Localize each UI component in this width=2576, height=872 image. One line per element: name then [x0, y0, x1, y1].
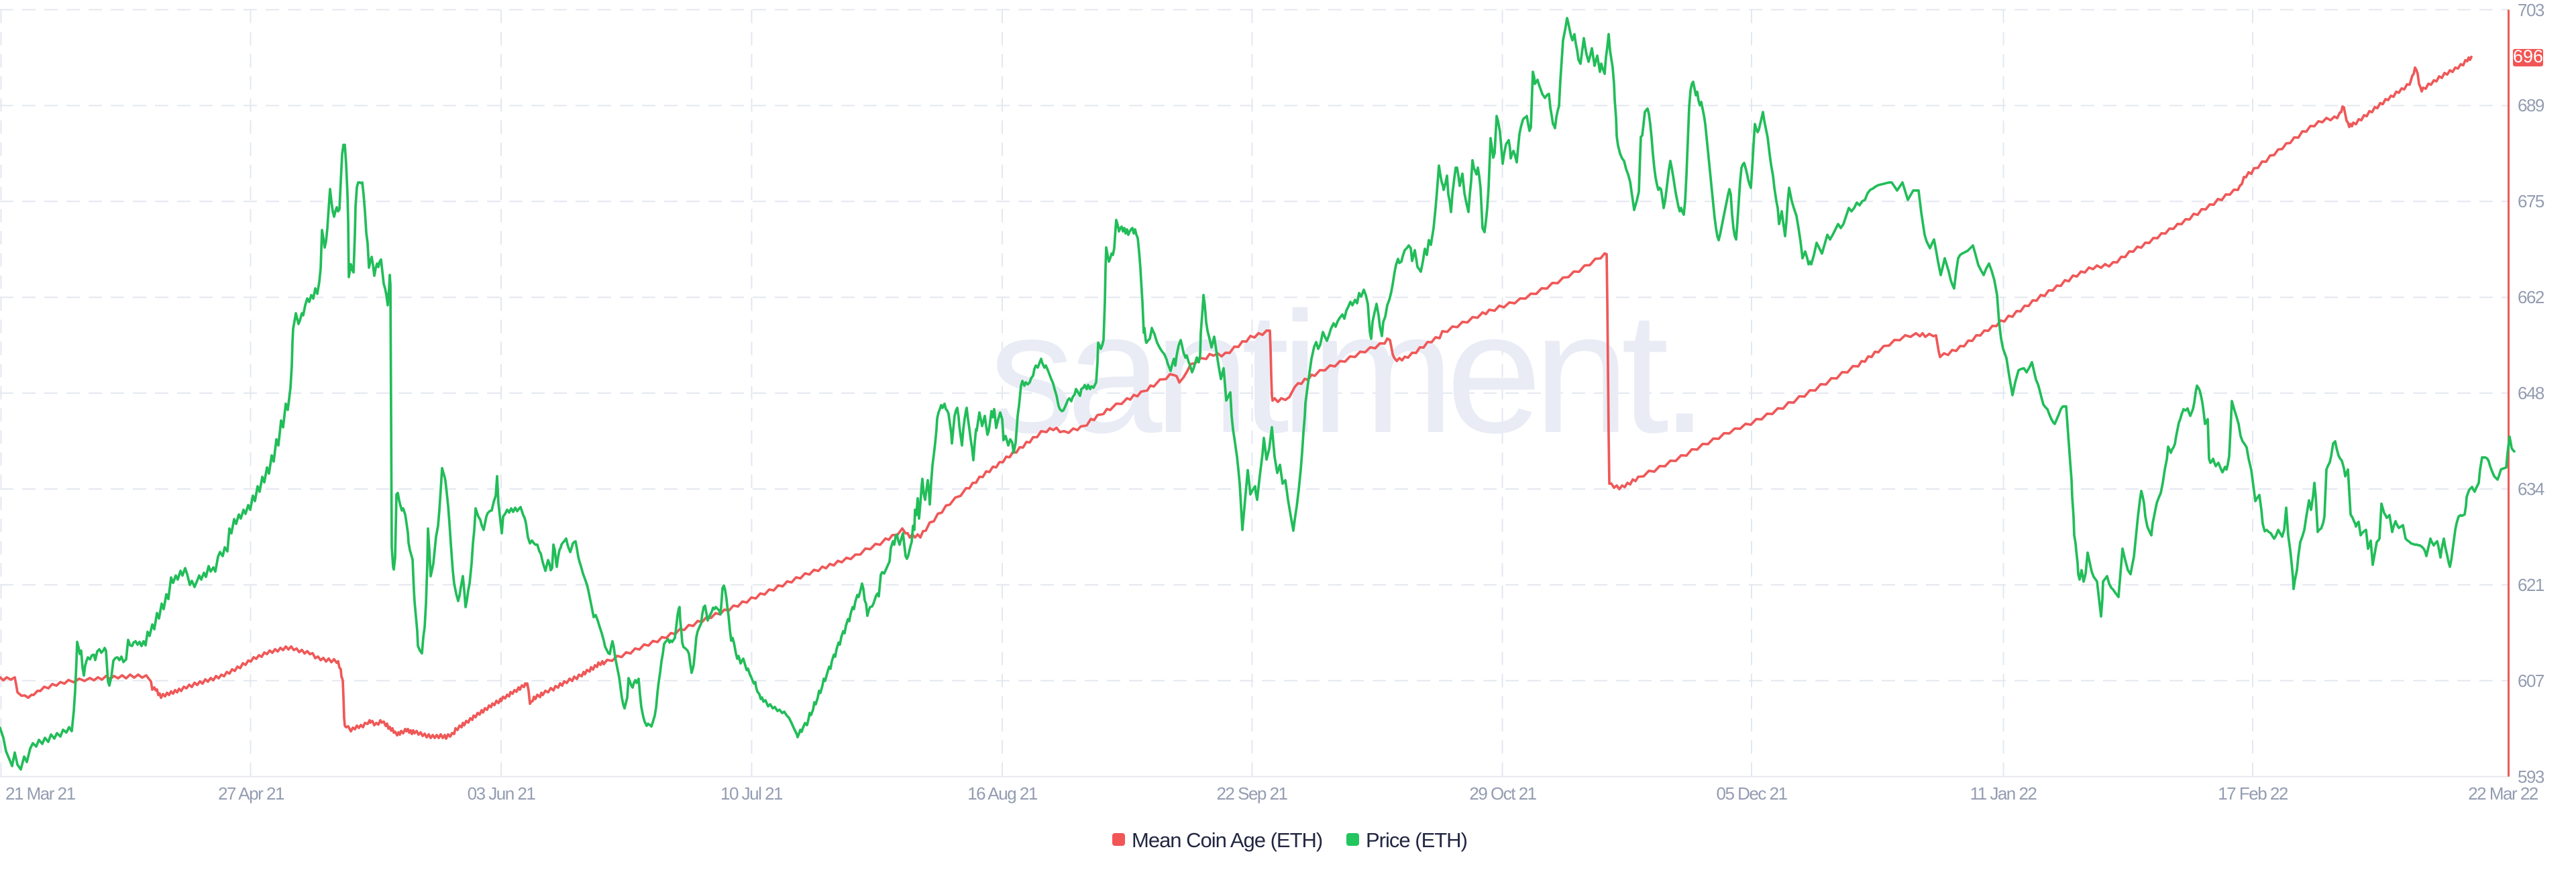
svg-text:Mean Coin Age (ETH): Mean Coin Age (ETH)	[1132, 828, 1322, 852]
svg-text:16 Aug 21: 16 Aug 21	[967, 783, 1038, 804]
svg-text:662: 662	[2518, 287, 2544, 307]
svg-text:27 Apr 21: 27 Apr 21	[218, 783, 284, 804]
svg-text:593: 593	[2518, 767, 2544, 787]
svg-text:Price (ETH): Price (ETH)	[1366, 828, 1467, 852]
svg-text:22 Sep 21: 22 Sep 21	[1216, 783, 1287, 804]
svg-text:santiment.: santiment.	[989, 276, 1701, 469]
svg-text:10 Jul 21: 10 Jul 21	[720, 783, 783, 804]
svg-text:648: 648	[2518, 383, 2544, 403]
svg-text:29 Oct 21: 29 Oct 21	[1469, 783, 1536, 804]
svg-text:696: 696	[2513, 46, 2543, 66]
svg-text:689: 689	[2518, 95, 2544, 115]
svg-text:11 Jan 22: 11 Jan 22	[1970, 783, 2037, 804]
svg-text:05 Dec 21: 05 Dec 21	[1716, 783, 1787, 804]
svg-text:607: 607	[2518, 671, 2544, 691]
svg-text:703: 703	[2518, 0, 2544, 20]
svg-text:675: 675	[2518, 191, 2544, 211]
svg-text:21 Mar 21: 21 Mar 21	[5, 783, 76, 804]
svg-text:634: 634	[2518, 479, 2544, 499]
svg-text:22 Mar 22: 22 Mar 22	[2468, 783, 2538, 804]
svg-text:03 Jun 21: 03 Jun 21	[468, 783, 536, 804]
svg-text:621: 621	[2518, 575, 2544, 595]
svg-text:17 Feb 22: 17 Feb 22	[2218, 783, 2288, 804]
